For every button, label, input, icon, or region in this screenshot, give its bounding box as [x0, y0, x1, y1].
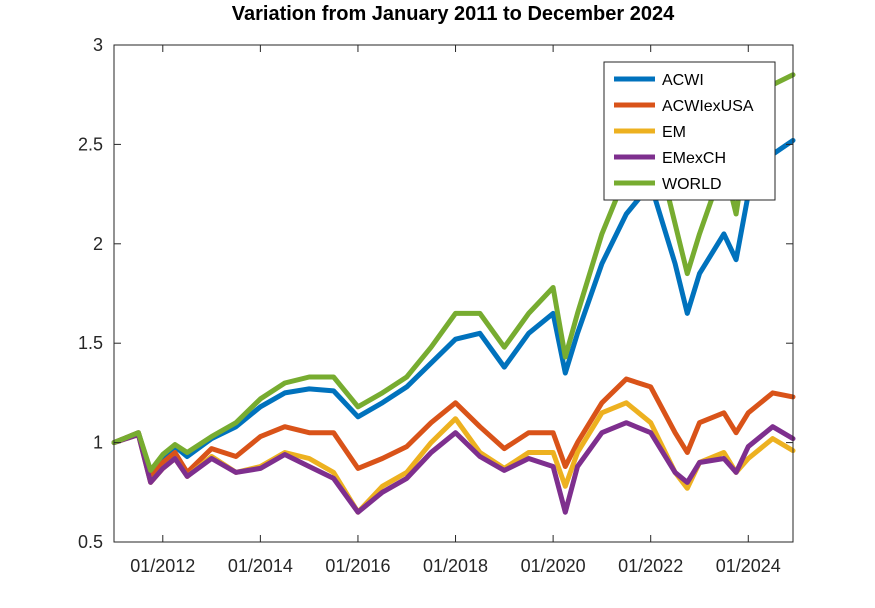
y-tick-label: 2.5: [78, 134, 103, 154]
y-tick-label: 2: [93, 234, 103, 254]
legend: ACWI ACWIexUSA EM EMexCH WORLD: [603, 61, 776, 201]
chart-title: Variation from January 2011 to December …: [232, 3, 675, 25]
legend-label-acwi: ACWI: [662, 72, 704, 89]
series-line-acwiexusa: [111, 376, 796, 479]
series-layer: [111, 72, 796, 515]
legend-label-world: WORLD: [662, 176, 722, 193]
y-tick-label: 1: [93, 433, 103, 453]
x-tick-label: 01/2022: [618, 556, 683, 576]
series-line-acwi: [111, 137, 796, 475]
axes-layer: 0.5 1 1.5 2 2.5 3 01/2012 01/2014 01/2016 01/2018…: [78, 35, 794, 576]
legend-label-em: EM: [662, 124, 686, 141]
axes-box: [113, 44, 794, 543]
y-tick-label: 3: [93, 35, 103, 55]
x-tick-label: 01/2018: [423, 556, 488, 576]
y-tick-label: 0.5: [78, 532, 103, 552]
y-tick-label: 1.5: [78, 333, 103, 353]
x-tick-label: 01/2016: [325, 556, 390, 576]
x-tick-label: 01/2014: [228, 556, 293, 576]
series-line-world: [111, 72, 796, 473]
x-tick-label: 01/2024: [716, 556, 781, 576]
x-tick-label: 01/2020: [521, 556, 586, 576]
series-line-emexch: [111, 420, 796, 515]
x-tick-label: 01/2012: [130, 556, 195, 576]
legend-label-acwiexusa: ACWIexUSA: [662, 98, 754, 115]
legend-label-emexch: EMexCH: [662, 150, 726, 167]
